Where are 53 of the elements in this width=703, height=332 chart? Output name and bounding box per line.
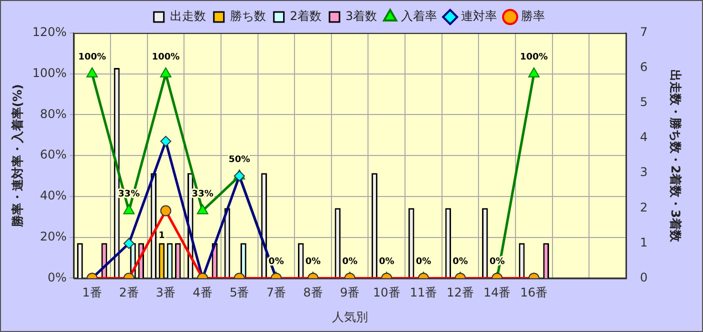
data-label: 0% bbox=[342, 257, 358, 268]
y-tick-label: 0% bbox=[48, 270, 67, 284]
y-tick-label: 80% bbox=[40, 106, 67, 121]
x-tick-label: 7番 bbox=[266, 286, 286, 300]
x-tick-label: 5番 bbox=[230, 286, 250, 300]
y2-tick-label: 0 bbox=[640, 270, 648, 284]
x-tick-label: 10番 bbox=[373, 286, 400, 300]
data-label: 50% bbox=[228, 154, 250, 165]
x-tick-label: 1番 bbox=[82, 286, 102, 300]
legend-label: 入着率 bbox=[401, 9, 438, 24]
y-axis-title: 勝率・連対率・入着率(%) bbox=[10, 84, 24, 228]
legend-label: 勝率 bbox=[521, 9, 546, 24]
x-tick-label: 16番 bbox=[520, 286, 548, 300]
legend-label: 2着数 bbox=[290, 9, 322, 24]
y-tick-label: 60% bbox=[40, 148, 67, 162]
point bbox=[123, 204, 135, 214]
x-tick-label: 2番 bbox=[119, 286, 139, 300]
y2-axis-title: 出走数・勝ち数・2着数・3着数 bbox=[668, 69, 683, 243]
x-tick-label: 14番 bbox=[483, 286, 511, 300]
data-label: 100% bbox=[520, 52, 548, 63]
x-tick-label: 4番 bbox=[192, 286, 212, 300]
data-label: 1 bbox=[158, 231, 165, 242]
point bbox=[160, 67, 172, 78]
y-tick-label: 100% bbox=[32, 66, 67, 80]
x-tick-label: 11番 bbox=[410, 286, 438, 300]
x-tick-label: 8番 bbox=[303, 286, 323, 300]
y2-tick-label: 4 bbox=[640, 130, 648, 144]
y2-tick-label: 6 bbox=[640, 60, 648, 74]
y2-tick-label: 2 bbox=[640, 200, 648, 214]
x-tick-label: 3番 bbox=[156, 286, 176, 300]
legend-label: 連対率 bbox=[461, 9, 498, 24]
point bbox=[528, 67, 540, 78]
x-tick-label: 12番 bbox=[446, 286, 474, 300]
legend-label: 出走数 bbox=[170, 9, 206, 24]
y2-tick-label: 7 bbox=[640, 25, 648, 40]
y2-tick-label: 5 bbox=[640, 95, 648, 110]
legend-label: 勝ち数 bbox=[230, 9, 266, 24]
x-axis-title: 人気別 bbox=[332, 310, 368, 324]
point bbox=[196, 204, 208, 214]
data-label: 0% bbox=[452, 257, 468, 268]
y2-tick-label: 1 bbox=[640, 235, 648, 250]
data-label: 0% bbox=[416, 257, 432, 268]
y-tick-label: 40% bbox=[40, 188, 67, 203]
data-label: 0% bbox=[379, 257, 394, 268]
legend-label: 3着数 bbox=[346, 9, 378, 24]
y-tick-label: 120% bbox=[32, 25, 67, 40]
data-label: 100% bbox=[78, 52, 106, 63]
data-label: 100% bbox=[152, 52, 180, 63]
point bbox=[86, 67, 98, 78]
x-tick-label: 9番 bbox=[340, 286, 360, 300]
y-tick-label: 20% bbox=[40, 229, 67, 244]
y2-tick-label: 3 bbox=[640, 165, 648, 180]
data-label: 0% bbox=[305, 257, 321, 268]
